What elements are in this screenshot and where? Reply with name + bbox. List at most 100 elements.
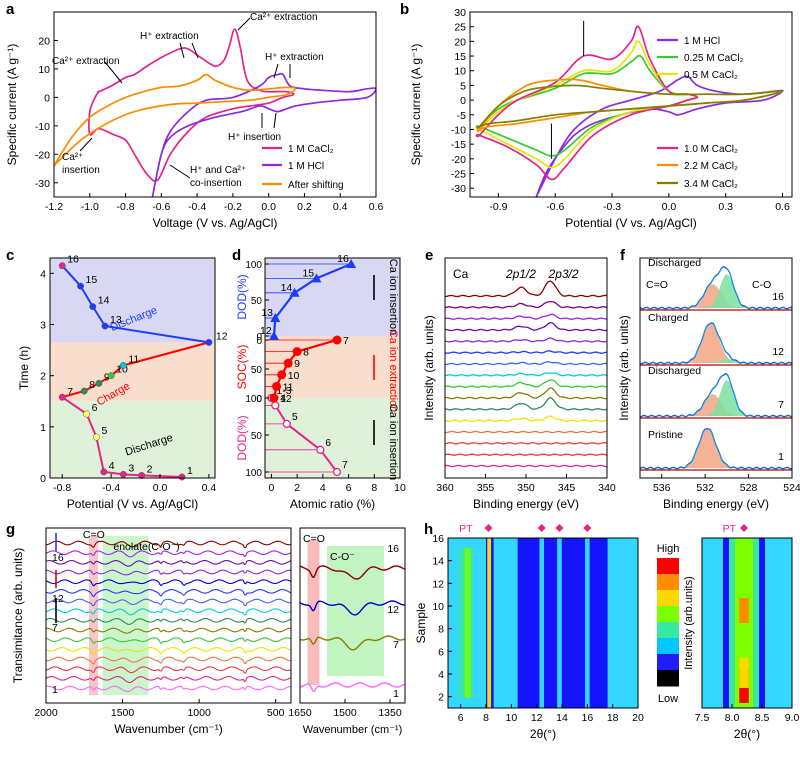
- panel-e-plot: [445, 280, 607, 468]
- g-x-axis-label: Wavenumber (cm⁻¹): [114, 722, 223, 736]
- ftir-spectrum: [46, 588, 291, 598]
- colorbar-segment: [657, 574, 679, 591]
- c-y-tick-label: 2: [40, 371, 46, 383]
- fit-envelope: [640, 428, 792, 470]
- marker-label: PT: [459, 523, 473, 535]
- data-point: [58, 393, 66, 401]
- xps-spectrum: [445, 350, 607, 354]
- heatmap-peak: [539, 538, 545, 708]
- h-y-tick-label: 8: [438, 624, 444, 636]
- fit-envelope: [640, 266, 792, 310]
- co-component: [661, 323, 758, 363]
- b-x-tick-label: 0.6: [775, 201, 790, 213]
- point-label: 6: [92, 402, 98, 414]
- panel-g-right-plot: [300, 565, 405, 693]
- d-y-tick-label: 50: [251, 365, 263, 376]
- annotation-arrow: [179, 42, 185, 59]
- sample-label: 7: [52, 622, 58, 634]
- panel-label-h: h: [424, 521, 433, 538]
- panel-label-c: c: [6, 247, 14, 264]
- b-y-tick-label: 5: [460, 80, 466, 92]
- xps-spectrum: [445, 387, 607, 400]
- sample-label: 12: [772, 346, 784, 358]
- b-y-tick-label: 10: [454, 66, 466, 78]
- b-x-tick-label: -0.6: [546, 201, 564, 213]
- zoom-hotspot: [739, 658, 749, 688]
- b-x-axis-label: Potential (V vs. Ag/AgCl): [565, 216, 696, 230]
- colorbar-segment: [657, 670, 679, 687]
- series-line: [54, 73, 297, 168]
- point-label: 4: [109, 460, 115, 472]
- panel-label-e: e: [425, 247, 433, 264]
- d-y-tick-label: 0: [256, 332, 262, 343]
- ftir-spectrum: [46, 646, 291, 656]
- point-label: 15: [302, 267, 314, 279]
- b-y-tick-label: -5: [457, 110, 466, 122]
- d-y-tick-label: 100: [245, 260, 262, 271]
- point-label: 10: [116, 364, 128, 376]
- h-x-axis-label: 2θ(°): [530, 727, 556, 741]
- enolate-band: [327, 546, 384, 676]
- h-y-tick-label: 16: [432, 533, 444, 545]
- colorbar-segment: [657, 654, 679, 671]
- ftir-spectrum: [46, 579, 291, 587]
- point-label: 9: [104, 371, 110, 383]
- d-y-tick-label: 0: [256, 394, 262, 405]
- h-x-tick-label: 10: [505, 712, 517, 724]
- g-left-x-tick-label: 1500: [111, 707, 135, 719]
- point-label: 12: [260, 325, 272, 337]
- panel-g-left-frame: [45, 527, 292, 704]
- panel-g-right-frame: [299, 527, 406, 704]
- f-x-tick-label: 524: [783, 482, 800, 494]
- panel-label-b: b: [400, 1, 409, 18]
- data-point: [346, 259, 357, 268]
- a-x-axis-label: Voltage (V vs. Ag/AgCl): [153, 216, 278, 230]
- ftir-spectrum: [46, 627, 291, 634]
- h-y-tick-label: 4: [438, 669, 444, 681]
- xps-spectrum: [445, 453, 607, 456]
- data-point: [101, 322, 109, 330]
- annotation-arrow: [79, 137, 93, 152]
- element-label: Ca: [453, 267, 469, 281]
- sample-label: 7: [778, 399, 784, 411]
- heatmap-region: [607, 538, 638, 708]
- f-y-axis-label: Intensity (arb. units): [617, 315, 631, 420]
- point-label: 7: [67, 386, 73, 398]
- e-y-axis-label: Intensity (arb. units): [422, 315, 436, 420]
- peak-label: 2p3/2: [548, 267, 579, 281]
- data-point: [311, 273, 322, 283]
- point-label: 11: [283, 381, 294, 393]
- panel-a-plot: [54, 28, 376, 197]
- a-y-tick-label: 10: [38, 64, 50, 76]
- annotation: H⁺ extraction: [265, 52, 324, 63]
- c-o-band: [88, 536, 99, 695]
- ftir-spectrum: [46, 675, 291, 684]
- band-label: C=O: [83, 529, 105, 541]
- b-y-tick-label: 25: [454, 22, 466, 34]
- data-point: [119, 361, 127, 369]
- g-y-axis-label: Transimitance (arb. units): [11, 548, 25, 684]
- a-y-tick-label: -10: [35, 121, 50, 133]
- legend-label: 3.4 M CaCl₂: [684, 179, 738, 190]
- d-y-axis-label: DOD(%): [235, 274, 249, 319]
- ftir-spectrum: [300, 600, 405, 616]
- ftir-spectrum: [46, 559, 291, 567]
- sample-label: 1: [393, 688, 399, 700]
- marker-label: PT: [723, 523, 737, 535]
- band-label: C-O⁻: [330, 551, 355, 563]
- xps-spectrum: [445, 415, 607, 422]
- annotation: Ca²⁺ extraction: [52, 56, 120, 67]
- point-label: 5: [101, 425, 107, 437]
- fit-envelope: [640, 322, 792, 365]
- annotation: H⁺ and Ca²⁺: [190, 165, 246, 176]
- xps-spectrum: [445, 430, 607, 434]
- annotation: insertion: [62, 165, 100, 176]
- ftir-spectrum: [46, 617, 291, 625]
- annotation: Ca²⁺ extraction: [250, 12, 318, 23]
- h-zoom-y-axis-label: Intensity (arb.units): [683, 576, 695, 670]
- co-component: [661, 394, 758, 416]
- series-line: [476, 84, 784, 129]
- band-label: enolate(C-O⁻): [113, 541, 179, 553]
- e-x-tick-label: 340: [598, 482, 616, 494]
- annotation: H⁺ extraction: [140, 31, 199, 42]
